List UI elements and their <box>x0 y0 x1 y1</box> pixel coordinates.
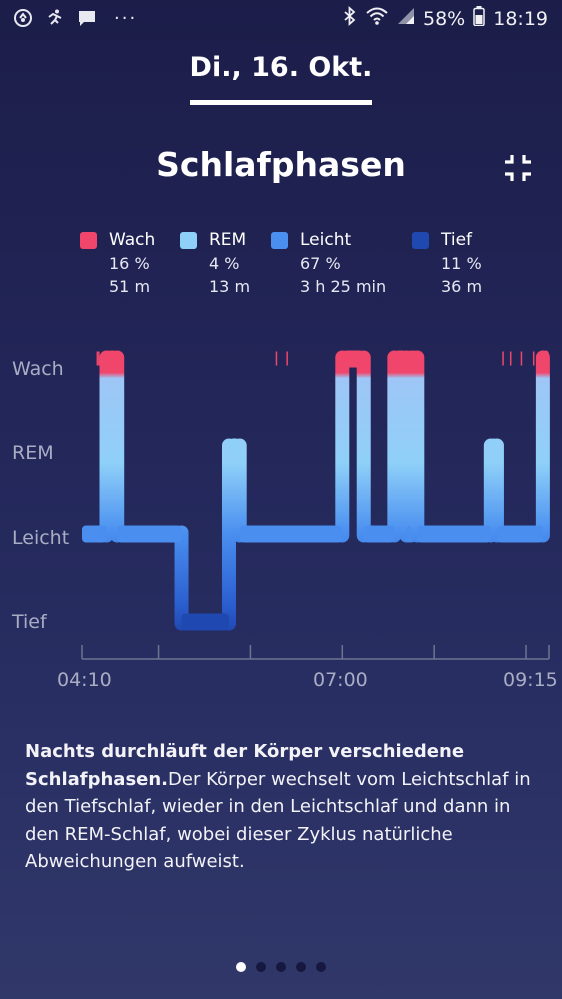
activity-icon <box>44 7 66 29</box>
x-tick-label: 04:10 <box>57 669 112 691</box>
x-tick-label: 09:15 <box>503 669 558 691</box>
legend-duration: 36 m <box>441 277 483 296</box>
legend-percent: 11 % <box>441 254 482 273</box>
stage-bar-wach[interactable] <box>394 350 407 368</box>
stage-bar-wach[interactable] <box>106 350 118 368</box>
legend-swatch-tief <box>412 232 429 249</box>
stage-transition <box>387 350 402 543</box>
battery-percent: 58% <box>423 7 466 30</box>
message-icon <box>76 7 98 29</box>
stage-transition <box>174 525 189 631</box>
stage-bar-leicht[interactable] <box>117 525 182 543</box>
legend-label: Wach <box>109 230 156 250</box>
status-bar: ··· 58% 18:19 <box>0 0 562 38</box>
legend-percent: 16 % <box>109 254 150 273</box>
stage-transition <box>335 350 350 543</box>
legend-duration: 13 m <box>209 277 251 296</box>
stage-bar-wach[interactable] <box>542 350 549 368</box>
stage-bar-leicht[interactable] <box>496 525 543 543</box>
stage-bar-rem[interactable] <box>490 438 497 456</box>
collapse-icon <box>505 155 531 181</box>
stage-bar-rem[interactable] <box>228 438 240 456</box>
y-label-leicht: Leicht <box>12 527 70 549</box>
signal-icon <box>397 7 415 30</box>
battery-icon <box>473 6 485 31</box>
date-underline <box>190 100 372 105</box>
stage-bar-leicht[interactable] <box>363 525 395 543</box>
overflow-indicator: ··· <box>114 7 138 29</box>
stage-transition <box>232 438 247 543</box>
stage-bar-leicht[interactable] <box>406 525 412 543</box>
y-label-tief: Tief <box>12 611 47 633</box>
sync-icon <box>12 7 34 29</box>
section-title: Schlafphasen <box>156 145 406 184</box>
page-dot[interactable] <box>296 962 306 972</box>
stage-transition <box>535 350 550 543</box>
stage-bar-leicht[interactable] <box>82 525 107 543</box>
stage-bar-wach[interactable] <box>411 350 418 368</box>
legend-label: REM <box>209 230 247 250</box>
page-dot[interactable] <box>316 962 326 972</box>
legend-label: Leicht <box>300 230 352 250</box>
legend-swatch-wach <box>80 232 97 249</box>
page-dot[interactable] <box>236 962 246 972</box>
legend-duration: 51 m <box>109 277 151 296</box>
clock: 18:19 <box>493 7 548 30</box>
y-label-rem: REM <box>12 442 54 464</box>
description-bold: Nachts durchläuft der Körper verschieden… <box>25 741 465 790</box>
stage-bar-leicht[interactable] <box>417 525 491 543</box>
stage-bar-leicht[interactable] <box>239 525 343 543</box>
stage-transition <box>221 438 236 631</box>
y-label-wach: Wach <box>12 358 64 380</box>
stage-transition <box>110 350 125 543</box>
stage-transition <box>99 350 114 543</box>
sleep-stages-chart[interactable] <box>0 0 562 720</box>
wifi-icon <box>365 6 389 31</box>
legend-label: Tief <box>441 230 473 250</box>
date-title[interactable]: Di., 16. Okt. <box>189 52 373 83</box>
x-tick-label: 07:00 <box>313 669 368 691</box>
page-dot[interactable] <box>276 962 286 972</box>
bluetooth-icon <box>343 5 357 31</box>
description: Nachts durchläuft der Körper verschieden… <box>25 738 540 876</box>
page-dot[interactable] <box>256 962 266 972</box>
stage-transition <box>410 350 425 543</box>
legend-swatch-leicht <box>271 232 288 249</box>
legend-percent: 4 % <box>209 254 240 273</box>
legend-swatch-rem <box>180 232 197 249</box>
stage-transition <box>356 350 371 543</box>
description-text: Der Körper wechselt vom Leichtschlaf in … <box>25 768 531 873</box>
stage-transition <box>489 438 504 543</box>
page-indicator[interactable] <box>0 962 562 972</box>
legend-duration: 3 h 25 min <box>300 277 387 296</box>
stage-bar-tief[interactable] <box>181 613 229 631</box>
stage-bar-wach[interactable] <box>342 350 364 368</box>
legend-percent: 67 % <box>300 254 341 273</box>
collapse-button[interactable] <box>502 152 534 184</box>
